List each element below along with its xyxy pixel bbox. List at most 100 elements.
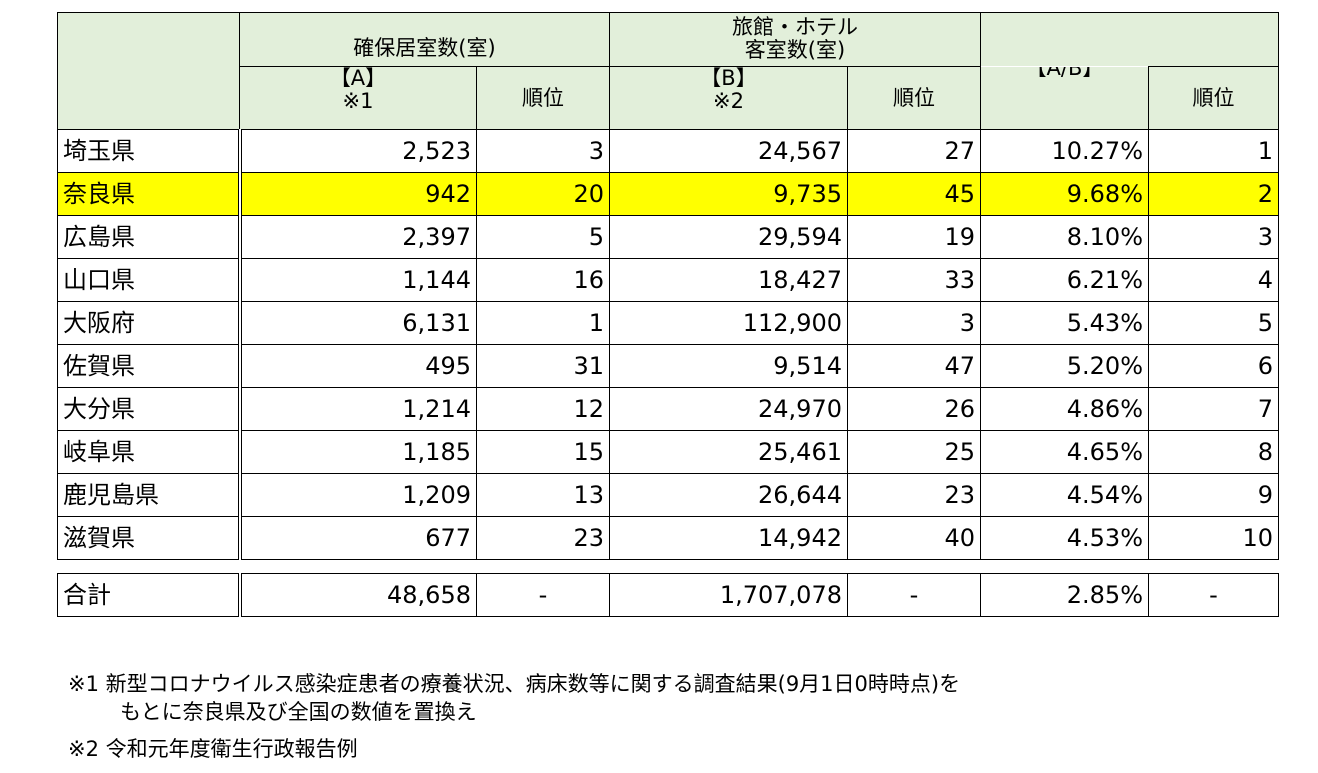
header-col-a-sub: 【A】 ※1 — [239, 66, 477, 130]
ratio: 4.53% — [980, 516, 1149, 560]
rooms-a: 942 — [239, 172, 477, 216]
ratio: 9.68% — [980, 172, 1149, 216]
table-row: 山口県 1,144 16 18,427 33 6.21% 4 — [57, 258, 1279, 302]
header-col-b-line1: 旅館・ホテル — [732, 15, 858, 39]
ratio: 5.20% — [980, 344, 1149, 388]
pref-name: 鹿児島県 — [57, 473, 242, 517]
ratio: 8.10% — [980, 215, 1149, 259]
rooms-b: 24,567 — [609, 129, 848, 173]
total-ratio-rank: - — [1148, 573, 1279, 617]
footnote-1-line1: ※1 新型コロナウイルス感染症患者の療養状況、病床数等に関する調査結果(9月1日… — [68, 672, 961, 696]
rooms-b-rank: 23 — [847, 473, 981, 517]
pref-name: 大阪府 — [57, 301, 242, 345]
header-col-a-line2: 【A】 — [329, 66, 387, 90]
spacer-cell — [57, 559, 1279, 574]
ratio-rank: 9 — [1148, 473, 1279, 517]
rooms-b: 9,514 — [609, 344, 848, 388]
pref-name: 山口県 — [57, 258, 242, 302]
footnote-1-line2: もとに奈良県及び全国の数値を置換え — [120, 700, 477, 724]
pref-name: 奈良県 — [57, 172, 242, 216]
pref-name: 埼玉県 — [57, 129, 242, 173]
header-ratio-rank: 順位 — [1148, 66, 1279, 130]
rooms-a: 1,209 — [239, 473, 477, 517]
rooms-b-rank: 25 — [847, 430, 981, 474]
ratio-rank: 5 — [1148, 301, 1279, 345]
pref-name: 広島県 — [57, 215, 242, 259]
ratio: 6.21% — [980, 258, 1149, 302]
table-row: 岐阜県 1,185 15 25,461 25 4.65% 8 — [57, 430, 1279, 474]
table-row: 大阪府 6,131 1 112,900 3 5.43% 5 — [57, 301, 1279, 345]
rooms-a-rank: 20 — [476, 172, 610, 216]
ratio-rank: 8 — [1148, 430, 1279, 474]
total-row: 合計 48,658 - 1,707,078 - 2.85% - — [57, 573, 1279, 617]
table-row: 広島県 2,397 5 29,594 19 8.10% 3 — [57, 215, 1279, 259]
rooms-b: 26,644 — [609, 473, 848, 517]
rooms-a: 1,214 — [239, 387, 477, 431]
pref-name: 滋賀県 — [57, 516, 242, 560]
table-row: 滋賀県 677 23 14,942 40 4.53% 10 — [57, 516, 1279, 560]
rooms-a-rank: 16 — [476, 258, 610, 302]
pref-name: 大分県 — [57, 387, 242, 431]
header-col-b-line2: 客室数(室) — [744, 38, 846, 62]
rooms-b-rank: 3 — [847, 301, 981, 345]
rooms-a-rank: 31 — [476, 344, 610, 388]
ratio-rank: 6 — [1148, 344, 1279, 388]
rooms-a: 6,131 — [239, 301, 477, 345]
footnote-2: ※2 令和元年度衛生行政報告例 — [68, 737, 358, 761]
table-row: 埼玉県 2,523 3 24,567 27 10.27% 1 — [57, 129, 1279, 173]
header-col-b-sub: 【B】 ※2 — [609, 66, 848, 130]
total-label: 合計 — [57, 573, 242, 617]
header-ab-cell: 【A/B】 — [980, 66, 1149, 130]
rooms-b: 29,594 — [609, 215, 848, 259]
table-row-highlighted: 奈良県 942 20 9,735 45 9.68% 2 — [57, 172, 1279, 216]
header-row-bottom: 【A】 ※1 順位 【B】 ※2 順位 【A/B】 順位 — [58, 66, 1279, 130]
rooms-b: 14,942 — [609, 516, 848, 560]
rooms-b: 9,735 — [609, 172, 848, 216]
rooms-a-rank: 1 — [476, 301, 610, 345]
ratio-rank: 1 — [1148, 129, 1279, 173]
rooms-a: 677 — [239, 516, 477, 560]
rooms-a-rank: 5 — [476, 215, 610, 259]
prefecture-ranking-table: 確保居室数(室) 旅館・ホテル 客室数(室) 【A】 ※1 順位 【B】 ※2 … — [57, 12, 1279, 617]
rooms-b-rank: 45 — [847, 172, 981, 216]
ratio: 4.86% — [980, 387, 1149, 431]
rooms-b-rank: 47 — [847, 344, 981, 388]
ratio-rank: 7 — [1148, 387, 1279, 431]
rooms-a: 1,185 — [239, 430, 477, 474]
rooms-b-rank: 26 — [847, 387, 981, 431]
ratio: 5.43% — [980, 301, 1149, 345]
rooms-a: 2,397 — [239, 215, 477, 259]
header-col-a-line3: ※1 — [342, 89, 374, 113]
rooms-b: 24,970 — [609, 387, 848, 431]
header-pref-cell — [57, 12, 240, 130]
rooms-a: 1,144 — [239, 258, 477, 302]
header-col-b-line4: ※2 — [713, 89, 744, 113]
ratio: 4.65% — [980, 430, 1149, 474]
rooms-a-rank: 12 — [476, 387, 610, 431]
rooms-a: 495 — [239, 344, 477, 388]
rooms-a: 2,523 — [239, 129, 477, 173]
header-row-top: 確保居室数(室) 旅館・ホテル 客室数(室) — [57, 12, 1279, 130]
ratio-rank: 4 — [1148, 258, 1279, 302]
rooms-a-rank: 13 — [476, 473, 610, 517]
rooms-b-rank: 27 — [847, 129, 981, 173]
total-rooms-b-rank: - — [847, 573, 981, 617]
pref-name: 佐賀県 — [57, 344, 242, 388]
ratio-rank: 2 — [1148, 172, 1279, 216]
table-row: 大分県 1,214 12 24,970 26 4.86% 7 — [57, 387, 1279, 431]
total-ratio: 2.85% — [980, 573, 1149, 617]
table-spacer — [57, 559, 1279, 574]
ratio-rank: 3 — [1148, 215, 1279, 259]
table-row: 佐賀県 495 31 9,514 47 5.20% 6 — [57, 344, 1279, 388]
header-col-a-title: 確保居室数(室) — [239, 12, 610, 67]
rooms-b: 112,900 — [609, 301, 848, 345]
rooms-b-rank: 40 — [847, 516, 981, 560]
header-col-a-line1: 確保居室数(室) — [353, 36, 496, 60]
header-col-b-title: 旅館・ホテル 客室数(室) — [609, 12, 981, 67]
rooms-b-rank: 19 — [847, 215, 981, 259]
ratio: 10.27% — [980, 129, 1149, 173]
rooms-a-rank: 15 — [476, 430, 610, 474]
ratio: 4.54% — [980, 473, 1149, 517]
header-b-rank: 順位 — [847, 66, 981, 130]
ratio-rank: 10 — [1148, 516, 1279, 560]
